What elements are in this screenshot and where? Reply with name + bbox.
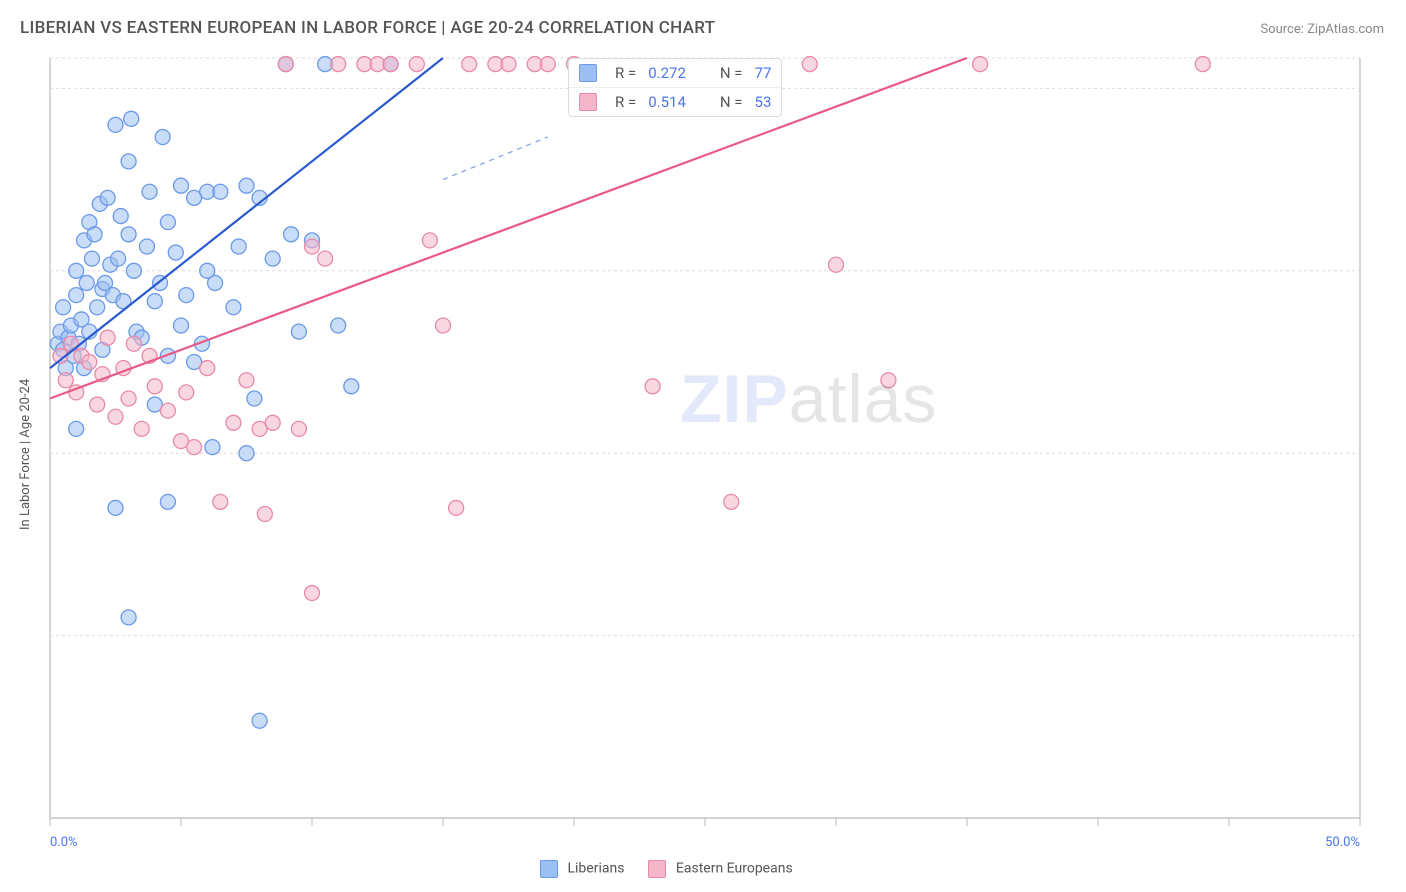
legend-swatch-1 [648, 860, 666, 878]
stats-n-label-1: N = [720, 90, 743, 114]
svg-text:0.0%: 0.0% [50, 835, 78, 850]
chart-page: LIBERIAN VS EASTERN EUROPEAN IN LABOR FO… [0, 0, 1406, 892]
stats-r-val-1: 0.514 [648, 90, 686, 114]
svg-text:50.0%: 50.0% [1325, 835, 1360, 850]
y-axis-label: In Labor Force | Age 20-24 [18, 379, 33, 530]
stats-n-label-0: N = [720, 61, 743, 85]
stats-swatch-1 [579, 93, 597, 111]
legend-item-1: Eastern Europeans [648, 860, 792, 878]
legend-label-0: Liberians [567, 861, 624, 877]
legend-item-0: Liberians [540, 860, 624, 878]
stats-n-val-0: 77 [755, 61, 772, 85]
stats-n-val-1: 53 [755, 90, 772, 114]
stats-r-label-0: R = [615, 61, 636, 85]
stats-row-0: R = 0.272 N = 77 [569, 59, 781, 88]
legend-swatch-0 [540, 860, 558, 878]
stats-r-val-0: 0.272 [648, 61, 686, 85]
legend-label-1: Eastern Europeans [676, 861, 793, 877]
stats-row-1: R = 0.514 N = 53 [569, 88, 781, 116]
legend-bottom: Liberians Eastern Europeans [540, 860, 793, 878]
chart-svg: 0.0% 50.0% [0, 0, 1406, 892]
stats-box: R = 0.272 N = 77 R = 0.514 N = 53 [568, 58, 782, 117]
stats-r-label-1: R = [615, 90, 636, 114]
stats-swatch-0 [579, 64, 597, 82]
